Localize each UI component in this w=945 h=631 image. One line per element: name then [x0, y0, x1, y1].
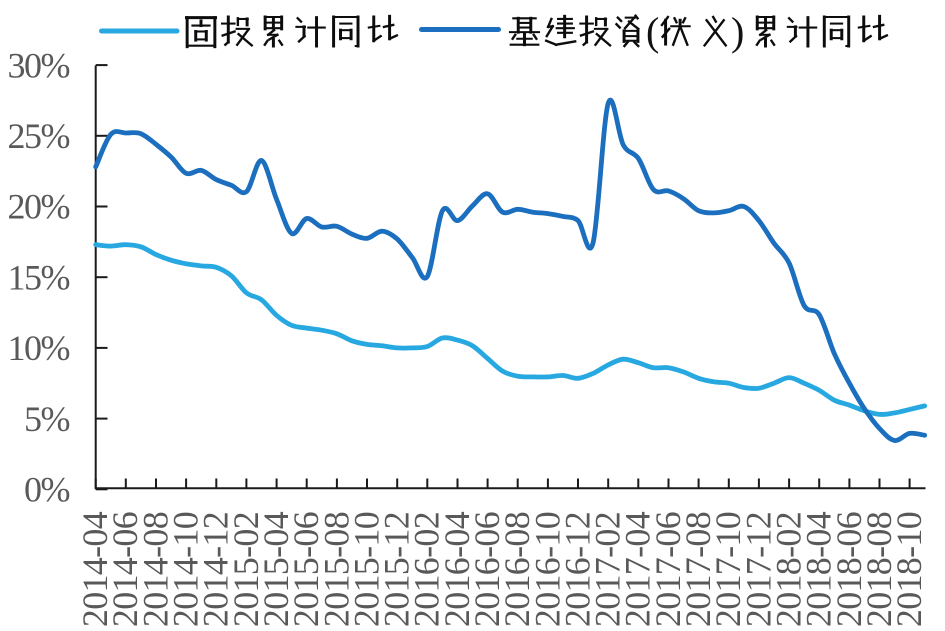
svg-text:2015-12: 2015-12	[377, 512, 417, 626]
svg-text:2015-02: 2015-02	[226, 512, 266, 626]
svg-text:): )	[731, 9, 744, 54]
svg-text:2018-02: 2018-02	[769, 512, 809, 626]
svg-text:5%: 5%	[24, 399, 70, 439]
svg-text:2016-04: 2016-04	[437, 511, 477, 626]
svg-text:2018-10: 2018-10	[889, 512, 929, 626]
svg-text:2017-06: 2017-06	[648, 512, 688, 626]
svg-text:2018-08: 2018-08	[859, 512, 899, 626]
svg-text:10%: 10%	[8, 328, 70, 368]
svg-text:2016-08: 2016-08	[497, 512, 537, 626]
svg-text:2014-08: 2014-08	[135, 512, 175, 626]
svg-text:2015-10: 2015-10	[346, 512, 386, 626]
svg-text:15%: 15%	[8, 257, 70, 297]
svg-text:2017-12: 2017-12	[738, 512, 778, 626]
svg-text:2017-08: 2017-08	[678, 512, 718, 626]
svg-text:2018-06: 2018-06	[829, 512, 869, 626]
svg-text:2015-06: 2015-06	[286, 512, 326, 626]
svg-text:2015-04: 2015-04	[256, 511, 296, 626]
svg-text:2014-04: 2014-04	[75, 511, 115, 626]
svg-text:2018-04: 2018-04	[799, 511, 839, 626]
svg-text:2016-02: 2016-02	[407, 512, 447, 626]
svg-text:2017-02: 2017-02	[588, 512, 628, 626]
svg-text:2016-10: 2016-10	[527, 512, 567, 626]
svg-text:20%: 20%	[8, 187, 70, 227]
svg-text:2015-08: 2015-08	[316, 512, 356, 626]
svg-text:2014-06: 2014-06	[105, 512, 145, 626]
svg-text:2017-04: 2017-04	[618, 511, 658, 626]
svg-text:0%: 0%	[24, 470, 70, 510]
svg-text:2014-12: 2014-12	[196, 512, 236, 626]
svg-text:30%: 30%	[8, 45, 70, 85]
svg-text:2016-12: 2016-12	[557, 512, 597, 626]
svg-text:2017-10: 2017-10	[708, 512, 748, 626]
svg-text:2014-10: 2014-10	[166, 512, 206, 626]
svg-text:25%: 25%	[8, 116, 70, 156]
svg-text:(: (	[646, 9, 659, 54]
svg-text:2016-06: 2016-06	[467, 512, 507, 626]
